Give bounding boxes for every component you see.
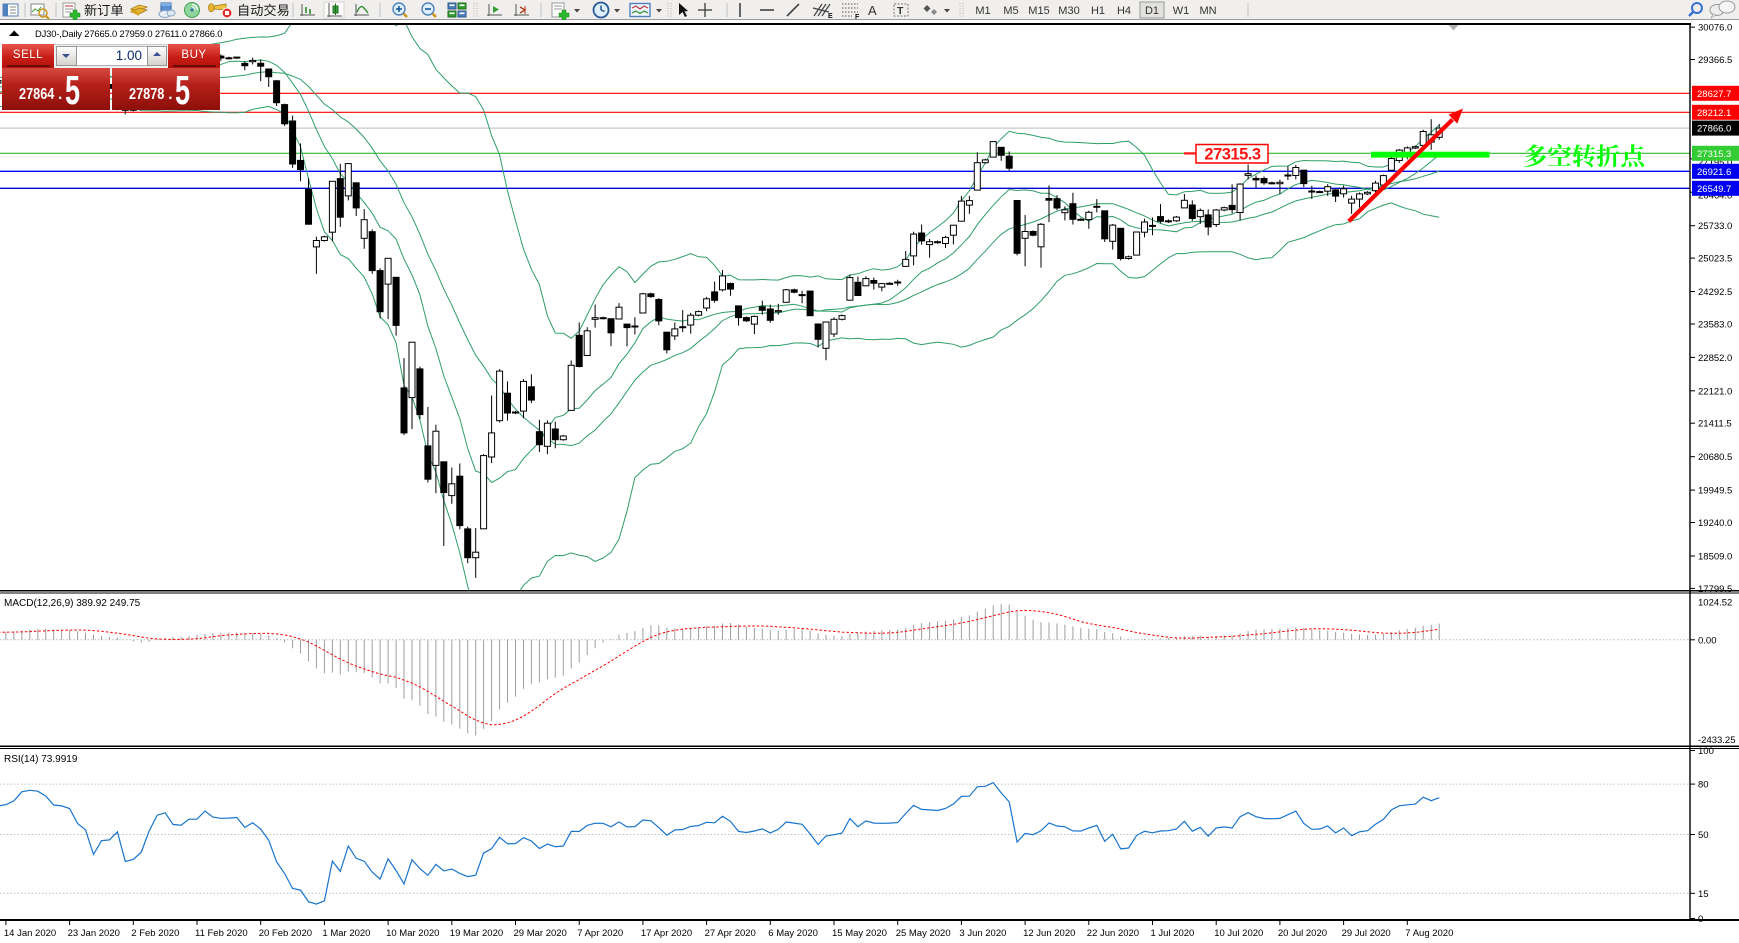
svg-text:29366.5: 29366.5 bbox=[1698, 55, 1732, 66]
svg-text:0: 0 bbox=[1698, 914, 1703, 925]
svg-text:1 Mar 2020: 1 Mar 2020 bbox=[322, 928, 370, 939]
svg-text:19949.5: 19949.5 bbox=[1698, 486, 1732, 497]
svg-text:22121.0: 22121.0 bbox=[1698, 386, 1732, 397]
svg-text:19240.0: 19240.0 bbox=[1698, 518, 1732, 529]
svg-text:12 Jun 2020: 12 Jun 2020 bbox=[1023, 928, 1075, 939]
svg-text:15: 15 bbox=[1698, 889, 1709, 900]
svg-text:26464.0: 26464.0 bbox=[1698, 191, 1732, 202]
svg-text:-2433.25: -2433.25 bbox=[1698, 735, 1736, 746]
svg-text:26921.6: 26921.6 bbox=[1697, 167, 1731, 178]
svg-text:23 Jan 2020: 23 Jan 2020 bbox=[68, 928, 120, 939]
svg-text:18509.0: 18509.0 bbox=[1698, 552, 1732, 563]
svg-text:21411.5: 21411.5 bbox=[1698, 419, 1732, 430]
svg-text:M5: M5 bbox=[1003, 5, 1018, 17]
svg-text:1 Jul 2020: 1 Jul 2020 bbox=[1151, 928, 1195, 939]
svg-text:7 Aug 2020: 7 Aug 2020 bbox=[1405, 928, 1453, 939]
svg-text:27 Apr 2020: 27 Apr 2020 bbox=[705, 928, 756, 939]
svg-text:28627.7: 28627.7 bbox=[1697, 89, 1731, 100]
svg-text:MACD(12,26,9) 389.92 249.75: MACD(12,26,9) 389.92 249.75 bbox=[4, 598, 141, 609]
svg-text:15 May 2020: 15 May 2020 bbox=[832, 928, 887, 939]
svg-text:M1: M1 bbox=[975, 5, 990, 17]
svg-text:29 Jul 2020: 29 Jul 2020 bbox=[1342, 928, 1391, 939]
svg-text:20 Jul 2020: 20 Jul 2020 bbox=[1278, 928, 1327, 939]
svg-text:H1: H1 bbox=[1091, 5, 1105, 17]
svg-text:19 Mar 2020: 19 Mar 2020 bbox=[450, 928, 503, 939]
svg-text:25 May 2020: 25 May 2020 bbox=[896, 928, 951, 939]
svg-text:E: E bbox=[828, 13, 833, 20]
svg-text:26549.7: 26549.7 bbox=[1697, 184, 1731, 195]
svg-text:D1: D1 bbox=[1145, 5, 1159, 17]
svg-text:DJ30-,Daily 27665.0 27959.0 2: DJ30-,Daily 27665.0 27959.0 27611.0 2786… bbox=[35, 28, 222, 39]
svg-text:1024.52: 1024.52 bbox=[1698, 598, 1732, 609]
svg-text:27315.3: 27315.3 bbox=[1697, 149, 1731, 160]
svg-text:6 May 2020: 6 May 2020 bbox=[768, 928, 818, 939]
svg-text:MN: MN bbox=[1199, 5, 1216, 17]
svg-text:30076.0: 30076.0 bbox=[1698, 23, 1732, 34]
svg-text:11 Feb 2020: 11 Feb 2020 bbox=[195, 928, 248, 939]
svg-text:22852.0: 22852.0 bbox=[1698, 353, 1732, 364]
svg-text:14 Jan 2020: 14 Jan 2020 bbox=[4, 928, 56, 939]
svg-text:2 Feb 2020: 2 Feb 2020 bbox=[131, 928, 179, 939]
svg-text:RSI(14) 73.9919: RSI(14) 73.9919 bbox=[4, 754, 78, 765]
svg-text:17799.5: 17799.5 bbox=[1698, 584, 1732, 595]
svg-text:27315.3: 27315.3 bbox=[1204, 146, 1260, 164]
svg-text:22 Jun 2020: 22 Jun 2020 bbox=[1087, 928, 1139, 939]
svg-text:17 Apr 2020: 17 Apr 2020 bbox=[641, 928, 692, 939]
svg-text:50: 50 bbox=[1698, 830, 1709, 841]
svg-text:T: T bbox=[897, 5, 904, 17]
svg-text:27866.0: 27866.0 bbox=[1697, 124, 1731, 135]
svg-text:10 Jul 2020: 10 Jul 2020 bbox=[1214, 928, 1263, 939]
svg-text:F: F bbox=[855, 14, 860, 20]
svg-text:25733.0: 25733.0 bbox=[1698, 221, 1732, 232]
svg-text:20680.5: 20680.5 bbox=[1698, 452, 1732, 463]
svg-text:28212.1: 28212.1 bbox=[1697, 108, 1731, 119]
svg-text:20 Feb 2020: 20 Feb 2020 bbox=[259, 928, 312, 939]
svg-text:0.00: 0.00 bbox=[1698, 635, 1717, 646]
svg-text:10 Mar 2020: 10 Mar 2020 bbox=[386, 928, 439, 939]
svg-text:25023.5: 25023.5 bbox=[1698, 254, 1732, 265]
svg-text:80: 80 bbox=[1698, 780, 1709, 791]
svg-text:7 Apr 2020: 7 Apr 2020 bbox=[577, 928, 623, 939]
svg-text:W1: W1 bbox=[1173, 5, 1190, 17]
svg-text:23583.0: 23583.0 bbox=[1698, 320, 1732, 331]
svg-text:M15: M15 bbox=[1028, 5, 1049, 17]
svg-text:M30: M30 bbox=[1058, 5, 1079, 17]
svg-text:24292.5: 24292.5 bbox=[1698, 287, 1732, 298]
svg-text:29 Mar 2020: 29 Mar 2020 bbox=[514, 928, 567, 939]
svg-text:3 Jun 2020: 3 Jun 2020 bbox=[959, 928, 1006, 939]
svg-text:27195.0: 27195.0 bbox=[1698, 157, 1732, 168]
svg-text:100: 100 bbox=[1698, 746, 1714, 757]
svg-text:A: A bbox=[868, 3, 877, 18]
svg-text:H4: H4 bbox=[1117, 5, 1131, 17]
